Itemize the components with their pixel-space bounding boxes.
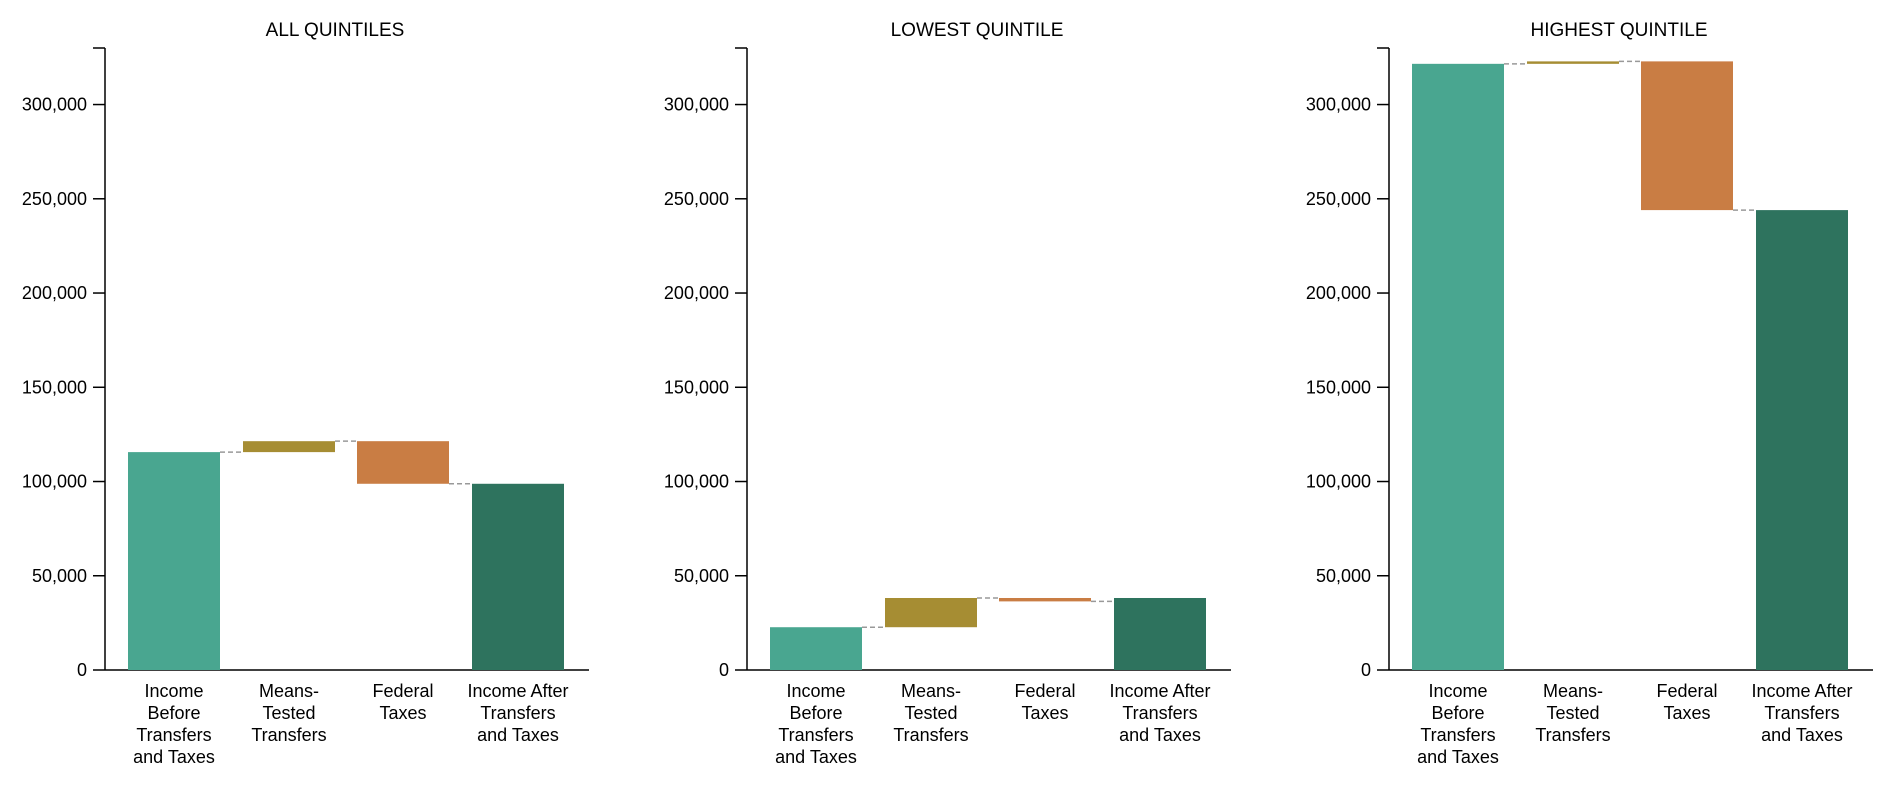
y-tick-label: 100,000 bbox=[22, 472, 87, 492]
x-tick-label: and Taxes bbox=[775, 747, 857, 767]
x-tick-label: Before bbox=[147, 703, 200, 723]
bar-income-after bbox=[1114, 597, 1206, 670]
y-tick-label: 100,000 bbox=[1306, 472, 1371, 492]
x-tick-label: Income bbox=[144, 681, 203, 701]
y-tick-label: 0 bbox=[719, 660, 729, 680]
x-tick-label: Transfers bbox=[778, 725, 853, 745]
bar-income-before bbox=[1412, 63, 1504, 671]
chart-title: HIGHEST QUINTILE bbox=[1530, 20, 1707, 41]
x-tick-label: Federal bbox=[372, 681, 433, 701]
x-tick-label: and Taxes bbox=[1417, 747, 1499, 767]
x-tick-label: and Taxes bbox=[133, 747, 215, 767]
x-tick-label: Tested bbox=[904, 703, 957, 723]
y-tick-label: 250,000 bbox=[22, 189, 87, 209]
bar-income-after bbox=[472, 483, 564, 670]
x-tick-label: Taxes bbox=[1663, 703, 1710, 723]
bar-income-after bbox=[1756, 210, 1848, 670]
y-tick-label: 250,000 bbox=[664, 189, 729, 209]
x-tick-label: and Taxes bbox=[1761, 725, 1843, 745]
x-tick-label: Income After bbox=[1751, 681, 1852, 701]
x-tick-label: Transfers bbox=[1122, 703, 1197, 723]
x-tick-label: Before bbox=[789, 703, 842, 723]
y-tick-label: 150,000 bbox=[664, 377, 729, 397]
x-tick-label: and Taxes bbox=[1119, 725, 1201, 745]
bar-federal-taxes bbox=[999, 597, 1091, 602]
chart-panel-1: ALL QUINTILES 0 50,000 100,000 150,000 200,00… bbox=[22, 20, 589, 767]
y-tick-label: 200,000 bbox=[22, 283, 87, 303]
x-tick-label: Transfers bbox=[480, 703, 555, 723]
x-tick-label: Transfers bbox=[1535, 725, 1610, 745]
x-tick-label: and Taxes bbox=[477, 725, 559, 745]
x-tick-label: Transfers bbox=[1420, 725, 1495, 745]
y-tick-label: 50,000 bbox=[1316, 566, 1371, 586]
x-tick-label: Transfers bbox=[251, 725, 326, 745]
x-tick-label: Tested bbox=[262, 703, 315, 723]
y-tick-label: 150,000 bbox=[22, 377, 87, 397]
x-tick-label: Taxes bbox=[1021, 703, 1068, 723]
x-tick-label: Federal bbox=[1014, 681, 1075, 701]
y-tick-label: 0 bbox=[1361, 660, 1371, 680]
x-tick-label: Tested bbox=[1546, 703, 1599, 723]
chart-title: ALL QUINTILES bbox=[266, 20, 405, 41]
y-tick-label: 0 bbox=[77, 660, 87, 680]
y-tick-label: 300,000 bbox=[22, 95, 87, 115]
x-tick-label: Means- bbox=[259, 681, 319, 701]
bar-income-before bbox=[770, 627, 862, 670]
x-tick-label: Federal bbox=[1656, 681, 1717, 701]
bar-federal-taxes bbox=[1641, 61, 1733, 211]
chart-panel-3: HIGHEST QUINTILE 0 50,000 100,000 150,000 200… bbox=[1306, 20, 1873, 767]
y-tick-label: 100,000 bbox=[664, 472, 729, 492]
chart-title: LOWEST QUINTILE bbox=[891, 20, 1064, 41]
x-tick-label: Transfers bbox=[893, 725, 968, 745]
y-tick-label: 50,000 bbox=[674, 566, 729, 586]
bar-federal-taxes bbox=[357, 441, 449, 484]
y-tick-label: 300,000 bbox=[664, 95, 729, 115]
chart-panel-2: LOWEST QUINTILE 0 50,000 100,000 150,000 200,… bbox=[664, 20, 1231, 767]
x-tick-label: Before bbox=[1431, 703, 1484, 723]
bar-means-tested-transfers bbox=[243, 441, 335, 453]
x-tick-label: Taxes bbox=[379, 703, 426, 723]
y-tick-label: 150,000 bbox=[1306, 377, 1371, 397]
x-tick-label: Income After bbox=[1109, 681, 1210, 701]
x-tick-label: Income After bbox=[467, 681, 568, 701]
x-tick-label: Income bbox=[1428, 681, 1487, 701]
y-tick-label: 250,000 bbox=[1306, 189, 1371, 209]
bar-means-tested-transfers bbox=[1527, 61, 1619, 64]
x-tick-label: Income bbox=[786, 681, 845, 701]
bar-income-before bbox=[128, 452, 220, 670]
bar-means-tested-transfers bbox=[885, 597, 977, 628]
x-tick-label: Means- bbox=[901, 681, 961, 701]
x-tick-label: Means- bbox=[1543, 681, 1603, 701]
x-tick-label: Transfers bbox=[1764, 703, 1839, 723]
y-tick-label: 200,000 bbox=[664, 283, 729, 303]
y-tick-label: 50,000 bbox=[32, 566, 87, 586]
y-tick-label: 200,000 bbox=[1306, 283, 1371, 303]
x-tick-label: Transfers bbox=[136, 725, 211, 745]
y-tick-label: 300,000 bbox=[1306, 95, 1371, 115]
